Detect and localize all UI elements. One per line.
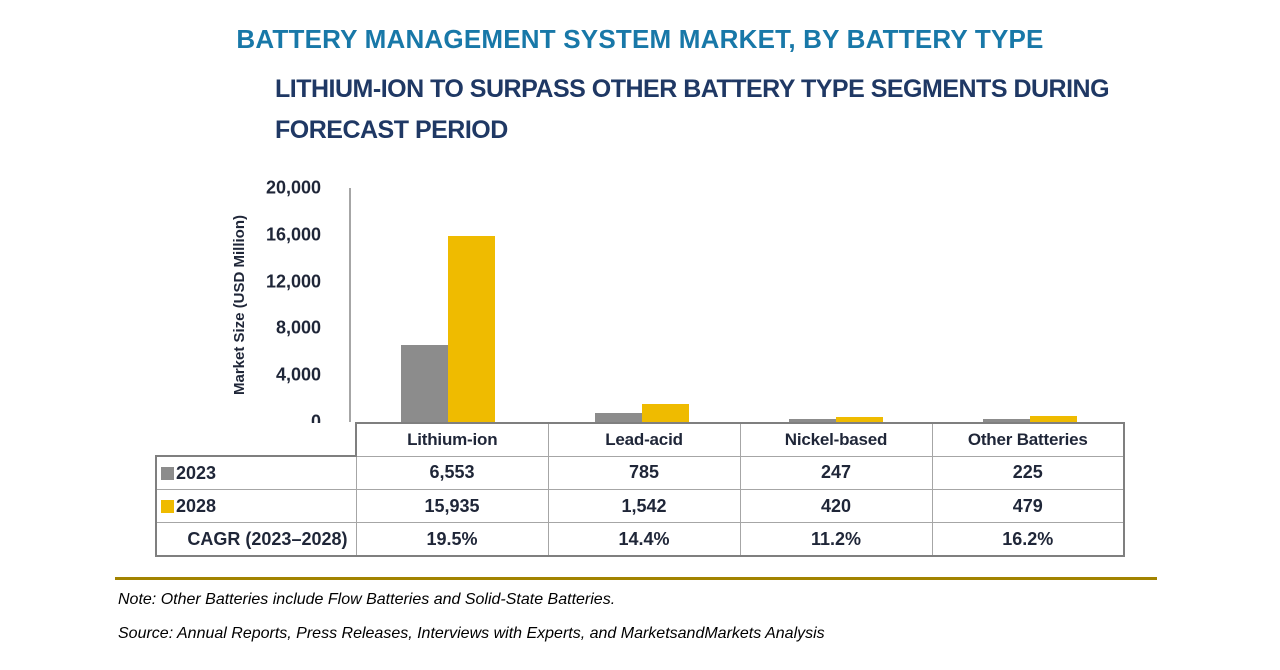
column-header-nickel-based: Nickel-based xyxy=(739,422,933,457)
category-slot-other-batteries xyxy=(933,188,1127,422)
chart-subtitle: LITHIUM-ION TO SURPASS OTHER BATTERY TYP… xyxy=(275,75,1110,144)
source-text: Source: Annual Reports, Press Releases, … xyxy=(118,625,825,642)
y-tick-label: 8,000 xyxy=(275,317,321,338)
divider-rule xyxy=(115,577,1157,580)
column-header-other-batteries: Other Batteries xyxy=(931,422,1125,457)
note-text: Note: Other Batteries include Flow Batte… xyxy=(118,591,616,608)
cagr-value-lead-acid: 14.4% xyxy=(547,522,741,557)
bar-2023-other-batteries xyxy=(983,419,1030,422)
bar-plot-area xyxy=(349,188,1127,422)
cagr-value-other-batteries: 16.2% xyxy=(931,522,1125,557)
y-tick-label: 0 xyxy=(310,411,321,432)
bar-2028-nickel-based xyxy=(836,417,883,422)
y-axis-tick-labels: 20,000 16,000 12,000 8,000 4,000 0 xyxy=(240,178,335,432)
value-2023-other-batteries: 225 xyxy=(931,455,1125,490)
data-table: Lithium-ion Lead-acid Nickel-based Other Ba… xyxy=(155,422,1125,557)
legend-swatch-2028 xyxy=(161,499,174,513)
y-tick-label: 16,000 xyxy=(265,224,321,245)
value-2028-nickel-based: 420 xyxy=(739,489,933,523)
column-header-lithium-ion: Lithium-ion xyxy=(355,422,549,457)
y-tick-label: 12,000 xyxy=(265,271,321,292)
value-2028-lithium-ion: 15,935 xyxy=(355,489,549,523)
bar-2023-lead-acid xyxy=(595,413,642,422)
category-slot-lithium-ion xyxy=(351,188,545,422)
bar-2028-lithium-ion xyxy=(448,236,495,422)
category-slot-lead-acid xyxy=(545,188,739,422)
chart-title: BATTERY MANAGEMENT SYSTEM MARKET, BY BAT… xyxy=(236,24,1044,54)
cagr-value-lithium-ion: 19.5% xyxy=(355,522,549,557)
y-tick-label: 20,000 xyxy=(265,177,321,198)
value-2023-nickel-based: 247 xyxy=(739,455,933,490)
cagr-value-nickel-based: 11.2% xyxy=(739,522,933,557)
legend-swatch-2023 xyxy=(161,466,174,480)
bar-2028-lead-acid xyxy=(642,404,689,422)
legend-row-label-2023: 2023 xyxy=(155,455,357,490)
value-2028-lead-acid: 1,542 xyxy=(547,489,741,523)
bar-2023-nickel-based xyxy=(789,419,836,422)
y-tick-label: 4,000 xyxy=(275,364,321,385)
bar-2023-lithium-ion xyxy=(401,345,448,422)
column-header-lead-acid: Lead-acid xyxy=(547,422,741,457)
value-2023-lead-acid: 785 xyxy=(547,455,741,490)
category-slot-nickel-based xyxy=(739,188,933,422)
cagr-row-label: CAGR (2023–2028) xyxy=(155,522,357,557)
value-2023-lithium-ion: 6,553 xyxy=(355,455,549,490)
value-2028-other-batteries: 479 xyxy=(931,489,1125,523)
bar-2028-other-batteries xyxy=(1030,416,1077,422)
table-corner-cell xyxy=(156,423,356,456)
legend-row-label-2028: 2028 xyxy=(155,489,357,523)
